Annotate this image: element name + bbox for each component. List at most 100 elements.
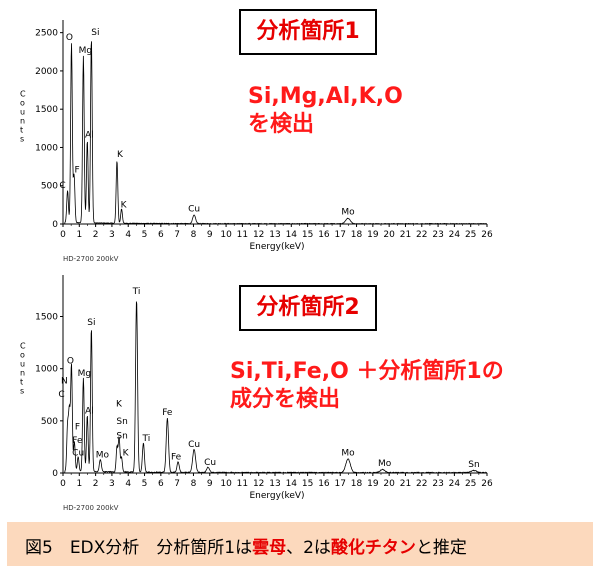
x-tick-label: 16 — [318, 479, 330, 489]
peak-label-k: K — [123, 448, 130, 458]
y-tick-label: 1500 — [35, 313, 58, 323]
x-tick-label: 14 — [286, 479, 298, 489]
x-tick-label: 2 — [93, 230, 99, 240]
x-axis-label: Energy(keV) — [249, 242, 304, 252]
x-tick-label: 15 — [302, 230, 313, 240]
peak-label-mg: Mg — [78, 369, 91, 379]
x-tick-label: 18 — [351, 230, 363, 240]
peak-label-si: Si — [91, 28, 99, 38]
y-tick-label: 1500 — [35, 105, 58, 115]
peak-label-n: N — [61, 376, 68, 386]
x-tick-label: 6 — [158, 479, 164, 489]
figure-caption-text: 図5 EDX分析 分析箇所1は雲母、2は酸化チタンと推定 — [25, 533, 467, 558]
instrument-note: HD-2700 200kV — [63, 504, 119, 512]
peak-label-mo: Mo — [341, 448, 355, 458]
x-tick-label: 0 — [60, 479, 66, 489]
x-tick-label: 7 — [174, 230, 180, 240]
y-tick-label: 500 — [41, 417, 58, 427]
peak-label-al: Al — [85, 407, 94, 417]
peak-label-fe: Fe — [72, 436, 83, 446]
peak-label-mo: Mo — [341, 208, 355, 218]
x-tick-label: 20 — [383, 230, 395, 240]
peak-label-cu: Cu — [188, 440, 200, 450]
x-tick-label: 7 — [174, 479, 180, 489]
x-tick-label: 18 — [351, 479, 363, 489]
peak-label-mo: Mo — [96, 450, 110, 460]
peak-label-o: O — [66, 33, 73, 43]
panel-label-2: 分析箇所2 — [239, 285, 377, 331]
peak-label-mg: Mg — [79, 46, 92, 56]
y-tick-label: 0 — [52, 220, 58, 230]
x-tick-label: 20 — [383, 479, 395, 489]
caption-highlight-mica: 雲母 — [252, 538, 287, 558]
x-tick-label: 21 — [400, 230, 411, 240]
elements-note-2-line-2: 成分を検出 — [230, 387, 341, 412]
x-tick-label: 1 — [76, 230, 82, 240]
instrument-note: HD-2700 200kV — [63, 255, 119, 263]
peak-label-fe: Fe — [162, 408, 173, 418]
x-tick-label: 8 — [191, 479, 197, 489]
caption-highlight-titanium-oxide: 酸化チタン — [330, 538, 416, 558]
panel-label-1: 分析箇所1 — [239, 9, 377, 55]
elements-note-2-line-1: Si,Ti,Fe,O ＋分析箇所1の — [230, 359, 504, 384]
x-tick-label: 17 — [335, 479, 346, 489]
peak-label-k: K — [121, 200, 128, 210]
y-tick-label: 2500 — [35, 29, 58, 39]
x-tick-label: 11 — [237, 479, 248, 489]
x-tick-label: 11 — [237, 230, 248, 240]
peak-label-sn: Sn — [116, 432, 127, 442]
caption-part-1: 図5 EDX分析 分析箇所1は — [25, 538, 253, 558]
peak-label-ti: Ti — [132, 287, 141, 297]
caption-part-5: と推定 — [415, 538, 467, 558]
peak-label-sn: Sn — [468, 460, 479, 470]
x-tick-label: 19 — [367, 230, 379, 240]
x-tick-label: 3 — [109, 479, 115, 489]
peak-label-c: C — [58, 390, 64, 400]
x-tick-label: 23 — [432, 230, 443, 240]
peak-label-fe: Fe — [171, 453, 182, 463]
x-tick-label: 22 — [416, 479, 427, 489]
x-tick-label: 25 — [465, 479, 476, 489]
y-tick-label: 1000 — [35, 143, 58, 153]
peak-label-k: K — [116, 399, 123, 409]
y-tick-label: 1000 — [35, 365, 58, 375]
peak-label-ti: Ti — [142, 434, 151, 444]
peak-label-c: C — [59, 181, 65, 191]
x-tick-label: 0 — [60, 230, 66, 240]
x-tick-label: 14 — [286, 230, 298, 240]
x-tick-label: 10 — [220, 230, 232, 240]
peak-label-k: K — [117, 150, 124, 160]
x-tick-label: 23 — [432, 479, 443, 489]
x-tick-label: 21 — [400, 479, 411, 489]
x-tick-label: 12 — [253, 230, 264, 240]
x-tick-label: 6 — [158, 230, 164, 240]
x-tick-label: 13 — [269, 230, 280, 240]
peak-label-f: F — [75, 422, 80, 432]
elements-note-1-line-1: Si,Mg,Al,K,O — [248, 84, 403, 109]
x-tick-label: 24 — [449, 230, 461, 240]
x-tick-label: 24 — [449, 479, 461, 489]
spectrum-line — [63, 301, 488, 474]
x-tick-label: 9 — [207, 479, 213, 489]
y-tick-label: 0 — [52, 469, 58, 479]
x-tick-label: 9 — [207, 230, 213, 240]
spectrum-line — [63, 41, 488, 225]
peak-label-f: F — [74, 166, 79, 176]
peak-label-o: O — [67, 357, 74, 367]
x-tick-label: 25 — [465, 230, 476, 240]
x-tick-label: 8 — [191, 230, 197, 240]
peak-label-cu: Cu — [204, 458, 216, 468]
caption-part-3: 、2は — [286, 538, 331, 558]
x-tick-label: 5 — [142, 230, 148, 240]
x-axis-label: Energy(keV) — [249, 491, 304, 501]
figure-caption: 図5 EDX分析 分析箇所1は雲母、2は酸化チタンと推定 — [7, 522, 593, 566]
peak-label-mo: Mo — [378, 459, 392, 469]
panel-label-1-text: 分析箇所1 — [256, 19, 360, 44]
elements-note-1: Si,Mg,Al,K,O を検出 — [248, 83, 403, 139]
x-tick-label: 17 — [335, 230, 346, 240]
